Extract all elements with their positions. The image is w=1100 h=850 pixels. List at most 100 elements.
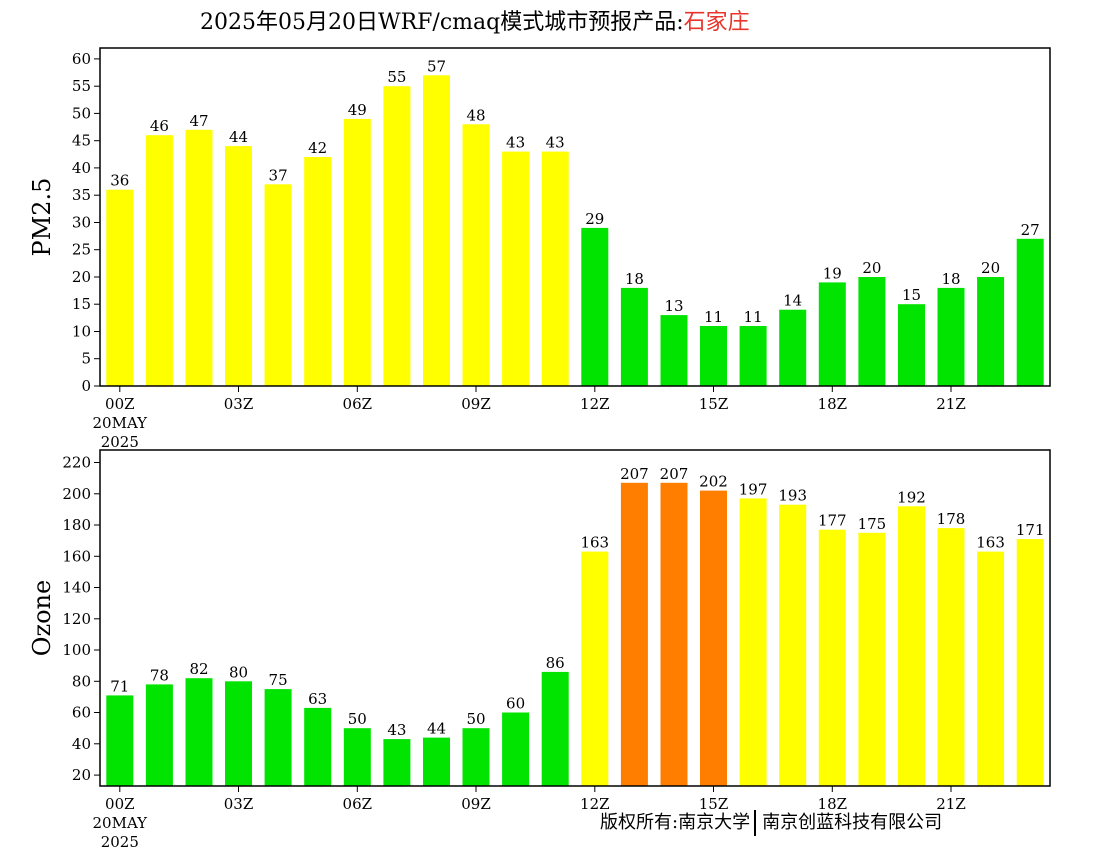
bar xyxy=(304,707,332,786)
bar xyxy=(462,124,490,387)
y-tick-label: 60 xyxy=(72,704,91,722)
footer-separator xyxy=(754,810,757,836)
data-label: 46 xyxy=(150,117,169,135)
data-label: 50 xyxy=(348,710,367,728)
bar xyxy=(106,189,134,386)
bar xyxy=(937,287,965,386)
x-tick-label: 00Z xyxy=(105,795,135,813)
bar xyxy=(541,151,569,386)
bar xyxy=(383,86,411,386)
data-label: 193 xyxy=(778,487,807,505)
data-label: 42 xyxy=(308,139,327,157)
bar xyxy=(185,129,213,387)
data-label: 63 xyxy=(308,690,327,708)
y-tick-label: 25 xyxy=(72,241,91,259)
y-tick-label: 220 xyxy=(62,454,91,472)
x-tick-label: 15Z xyxy=(699,795,729,813)
data-label: 11 xyxy=(744,308,763,326)
bar xyxy=(977,551,1005,786)
data-label: 75 xyxy=(269,671,288,689)
y-tick-label: 40 xyxy=(72,159,91,177)
data-label: 178 xyxy=(937,510,966,528)
bar xyxy=(818,529,846,786)
x-tick-label: 03Z xyxy=(224,395,254,413)
data-label: 37 xyxy=(269,166,288,184)
bar xyxy=(818,282,846,386)
bar xyxy=(779,309,807,386)
y-axis-title: Ozone xyxy=(28,580,56,656)
data-label: 36 xyxy=(110,172,129,190)
copyright-right: 南京创蓝科技有限公司 xyxy=(762,812,943,833)
data-label: 44 xyxy=(427,720,446,738)
bar xyxy=(304,157,332,386)
bar xyxy=(462,728,490,786)
data-label: 86 xyxy=(546,654,565,672)
bar xyxy=(779,504,807,786)
data-label: 163 xyxy=(976,534,1005,552)
bar xyxy=(502,712,530,786)
y-tick-label: 20 xyxy=(72,268,91,286)
bar xyxy=(581,227,609,386)
bar xyxy=(977,277,1005,386)
y-tick-label: 100 xyxy=(62,641,91,659)
data-label: 29 xyxy=(585,210,604,228)
y-tick-label: 15 xyxy=(72,295,91,313)
bar xyxy=(343,118,371,387)
x-tick-label: 00Z xyxy=(105,395,135,413)
data-label: 207 xyxy=(660,465,689,483)
y-tick-label: 30 xyxy=(72,214,91,232)
data-label: 71 xyxy=(110,677,129,695)
copyright-left: 版权所有:南京大学 xyxy=(600,812,751,833)
bar xyxy=(620,287,648,386)
x-tick-label: 15Z xyxy=(699,395,729,413)
bar xyxy=(225,681,252,786)
y-tick-label: 200 xyxy=(62,485,91,503)
bar xyxy=(145,684,173,786)
x-tick-label: 12Z xyxy=(580,395,610,413)
x-tick-date-label: 20MAY xyxy=(93,414,149,432)
bar xyxy=(700,326,727,386)
x-tick-year-label: 2025 xyxy=(101,833,139,850)
x-tick-label: 06Z xyxy=(343,795,373,813)
data-label: 192 xyxy=(897,488,926,506)
data-label: 207 xyxy=(620,465,649,483)
bar xyxy=(739,326,767,386)
data-label: 14 xyxy=(783,292,802,310)
data-label: 15 xyxy=(902,286,921,304)
data-label: 20 xyxy=(981,259,1000,277)
y-tick-label: 45 xyxy=(72,132,91,150)
copyright-footer: 版权所有:南京大学 南京创蓝科技有限公司 xyxy=(600,808,942,836)
data-label: 47 xyxy=(189,112,208,130)
plot-frame xyxy=(99,47,1051,387)
x-tick-label: 09Z xyxy=(461,395,491,413)
bar xyxy=(423,737,450,786)
x-tick-label: 21Z xyxy=(936,795,966,813)
y-tick-label: 55 xyxy=(72,77,91,95)
x-tick-label: 18Z xyxy=(818,395,848,413)
x-tick-label: 09Z xyxy=(461,795,491,813)
x-tick-label: 21Z xyxy=(936,395,966,413)
data-label: 13 xyxy=(664,297,683,315)
x-tick-label: 12Z xyxy=(580,795,610,813)
data-label: 44 xyxy=(229,128,248,146)
y-tick-label: 20 xyxy=(72,766,91,784)
bar xyxy=(898,304,925,386)
bar xyxy=(620,482,648,786)
data-label: 20 xyxy=(862,259,881,277)
data-label: 18 xyxy=(941,270,960,288)
y-tick-label: 35 xyxy=(72,186,91,204)
data-label: 11 xyxy=(704,308,723,326)
bar xyxy=(660,315,688,386)
bar xyxy=(264,689,292,786)
chart-title: 2025年05月20日WRF/cmaq模式城市预报产品:石家庄 xyxy=(0,4,1100,38)
bar xyxy=(898,506,925,786)
x-tick-label: 18Z xyxy=(818,795,848,813)
title-prefix: 2025年05月20日WRF/cmaq模式城市预报产品: xyxy=(200,10,684,35)
data-label: 19 xyxy=(823,264,842,282)
x-tick-label: 06Z xyxy=(343,395,373,413)
bar xyxy=(858,277,886,386)
data-label: 163 xyxy=(580,534,609,552)
bar xyxy=(700,490,727,786)
title-city: 石家庄 xyxy=(683,10,750,35)
